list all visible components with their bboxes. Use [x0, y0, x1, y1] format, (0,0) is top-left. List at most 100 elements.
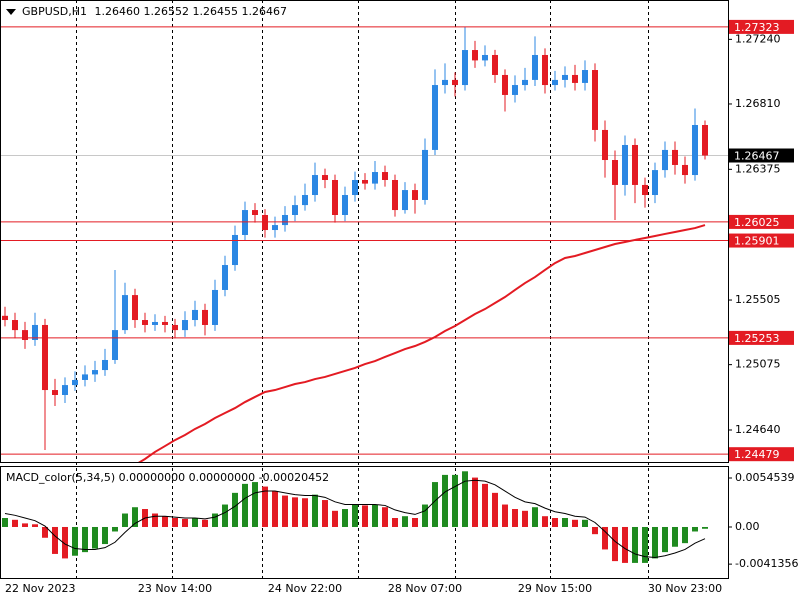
- level-label-box: [729, 447, 794, 462]
- histogram-bar: [2, 518, 8, 527]
- histogram-bar: [592, 526, 598, 535]
- candle-body: [32, 324, 38, 341]
- ohlc-value: 1.26460: [94, 5, 140, 18]
- histogram-bar: [522, 510, 528, 527]
- y-tick-label: 1.27240: [735, 32, 781, 45]
- histogram-bar: [452, 474, 458, 527]
- candle-body: [542, 54, 548, 86]
- candle-body: [52, 390, 58, 395]
- histogram-bar: [462, 471, 468, 527]
- candle-body: [192, 309, 198, 321]
- candle-body: [562, 74, 568, 80]
- candle-body: [272, 225, 278, 231]
- candle-body: [392, 179, 398, 211]
- histogram-bar: [622, 526, 628, 563]
- macd-pane: [2, 471, 708, 563]
- macd-readout: 0.00000000: [189, 471, 255, 484]
- candle-body: [612, 160, 618, 185]
- histogram-bar: [402, 516, 408, 527]
- current-price-label: 1.26467: [734, 150, 780, 163]
- histogram-bar: [342, 509, 348, 527]
- histogram-bar: [702, 526, 708, 529]
- level-label: 1.25901: [734, 235, 780, 248]
- histogram-bar: [242, 483, 248, 527]
- histogram-bar: [332, 510, 338, 527]
- histogram-bar: [52, 526, 58, 554]
- macd-readout: -0.00020452: [259, 471, 329, 484]
- candle-body: [132, 295, 138, 321]
- histogram-bar: [352, 504, 358, 527]
- candle-body: [222, 265, 228, 290]
- histogram-bar: [32, 524, 38, 527]
- x-tick-label: 24 Nov 22:00: [268, 582, 342, 595]
- candle-body: [632, 144, 638, 185]
- histogram-bar: [22, 523, 28, 527]
- candle-body: [582, 70, 588, 83]
- level-label: 1.26025: [734, 216, 780, 229]
- histogram-bar: [662, 526, 668, 553]
- level-label-box: [729, 214, 794, 229]
- candle-body: [42, 324, 48, 391]
- histogram-bar: [222, 504, 228, 527]
- histogram-bar: [472, 477, 478, 527]
- x-tick-label: 28 Nov 07:00: [388, 582, 462, 595]
- candle-body: [262, 214, 268, 231]
- candle-body: [322, 175, 328, 180]
- histogram-bar: [382, 507, 388, 527]
- candle-body: [102, 359, 108, 371]
- histogram-bar: [542, 516, 548, 527]
- histogram-bar: [12, 519, 18, 527]
- candle-body: [452, 79, 458, 86]
- y-tick-label: 1.25505: [735, 293, 781, 306]
- candle-body: [402, 190, 408, 211]
- candle-body: [642, 184, 648, 196]
- histogram-bar: [682, 526, 688, 544]
- y-tick-label: 1.26810: [735, 97, 781, 110]
- histogram-bar: [512, 509, 518, 527]
- histogram-bar: [212, 513, 218, 527]
- candle-body: [82, 374, 88, 380]
- histogram-bar: [122, 513, 128, 527]
- candle-body: [382, 172, 388, 180]
- candle-body: [422, 149, 428, 200]
- candle-body: [502, 74, 508, 95]
- candle-body: [112, 330, 118, 360]
- moving-average: [138, 224, 706, 462]
- histogram-bar: [372, 504, 378, 527]
- candle-body: [622, 144, 628, 185]
- macd-title: MACD_color(5,34,5): [6, 471, 115, 484]
- histogram-bar: [492, 492, 498, 527]
- candle-body: [572, 74, 578, 83]
- histogram-bar: [442, 474, 448, 527]
- histogram-bar: [172, 518, 178, 527]
- signal-line: [4, 479, 706, 559]
- level-label: 1.24479: [734, 448, 780, 461]
- histogram-bar: [112, 526, 118, 532]
- candle-body: [492, 54, 498, 75]
- x-tick-label: 22 Nov 2023: [5, 582, 75, 595]
- price-pane-border: [0, 0, 729, 463]
- histogram-bar: [312, 494, 318, 527]
- histogram-bar: [272, 491, 278, 527]
- histogram-bar: [562, 518, 568, 527]
- candle-body: [212, 289, 218, 325]
- histogram-bar: [192, 518, 198, 527]
- menu-arrow[interactable]: [6, 9, 16, 15]
- histogram-bar: [412, 518, 418, 527]
- histogram-bar: [152, 513, 158, 527]
- candle-body: [352, 179, 358, 196]
- macd-header: MACD_color(5,34,5) 0.00000000 0.00000000…: [6, 471, 329, 484]
- current-price-box: [729, 148, 794, 163]
- level-label-box: [729, 330, 794, 345]
- histogram-bar: [232, 492, 238, 527]
- candle-body: [172, 324, 178, 331]
- histogram-bar: [582, 519, 588, 527]
- candle-body: [702, 125, 708, 156]
- histogram-bar: [672, 526, 678, 547]
- candle-body: [652, 170, 658, 196]
- macd-readout: 0.00000000: [119, 471, 185, 484]
- candle-body: [592, 70, 598, 130]
- histogram-bar: [252, 482, 258, 527]
- candle-body: [162, 321, 168, 325]
